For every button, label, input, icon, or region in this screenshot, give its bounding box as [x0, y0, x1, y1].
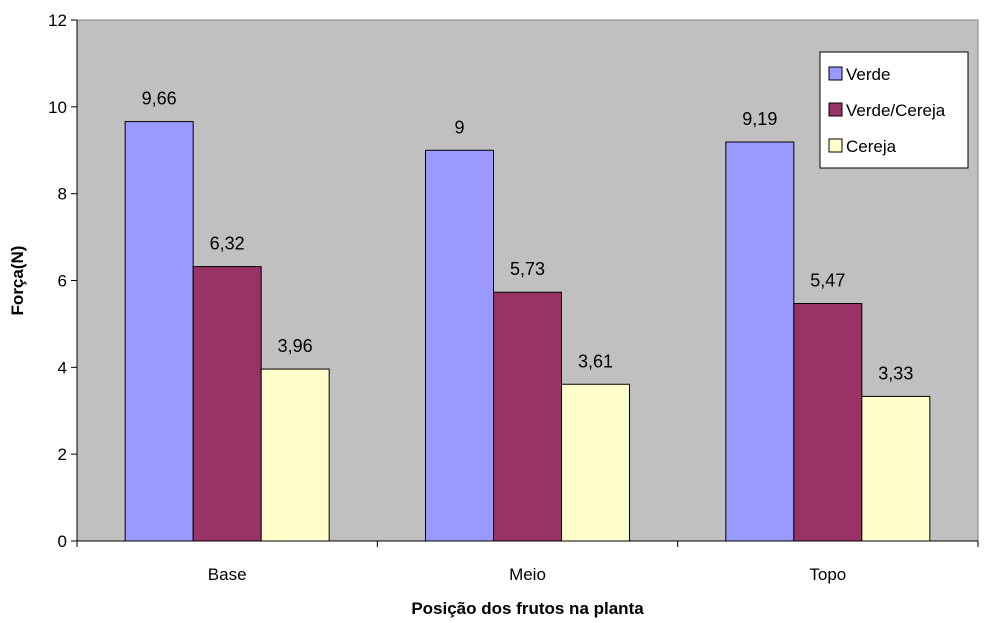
data-label-verde-topo: 9,19	[742, 109, 777, 129]
y-tick-label: 8	[58, 185, 67, 204]
x-tick-label-topo: Topo	[809, 565, 846, 584]
x-tick-label-meio: Meio	[509, 565, 546, 584]
legend-swatch-verde-cereja	[828, 102, 843, 117]
bar-verde-topo	[725, 141, 795, 542]
bar-verde-cereja-meio	[493, 291, 562, 542]
data-label-verde-cereja-meio: 5,73	[510, 259, 545, 279]
y-tick-label: 0	[58, 532, 67, 551]
y-tick-label: 4	[58, 358, 67, 377]
legend-label-cereja: Cereja	[846, 137, 897, 156]
bar-cereja-topo	[861, 395, 931, 542]
x-axis: Base Meio Topo	[76, 540, 979, 584]
bars	[124, 121, 931, 542]
bar-cereja-meio	[561, 383, 630, 542]
legend-swatch-verde	[828, 66, 843, 81]
bar-cereja-base	[260, 368, 330, 542]
y-tick-label: 10	[48, 98, 67, 117]
y-tick-label: 2	[58, 445, 67, 464]
y-tick-label: 12	[48, 11, 67, 30]
data-label-verde-cereja-topo: 5,47	[810, 271, 845, 291]
bar-verde-meio	[425, 149, 494, 542]
data-label-cereja-base: 3,96	[278, 336, 313, 356]
legend-label-verde: Verde	[846, 65, 890, 84]
data-labels: 9,66 6,32 3,96 9 5,73 3,61 9,19 5,47 3,33	[142, 89, 914, 384]
data-label-verde-meio: 9	[454, 117, 464, 137]
legend: Verde Verde/Cereja Cereja	[819, 51, 969, 169]
x-tick-label-base: Base	[208, 565, 247, 584]
x-axis-title: Posição dos frutos na planta	[411, 599, 644, 618]
y-axis-title: Força(N)	[8, 246, 27, 316]
bar-verde-base	[124, 121, 194, 542]
data-label-verde-base: 9,66	[142, 89, 177, 109]
legend-swatch-cereja	[828, 138, 843, 153]
y-axis: 0 2 4 6 8 10 12	[48, 11, 78, 551]
data-label-verde-cereja-base: 6,32	[210, 234, 245, 254]
data-label-cereja-topo: 3,33	[878, 363, 913, 383]
data-label-cereja-meio: 3,61	[578, 351, 613, 371]
legend-label-verde-cereja: Verde/Cereja	[846, 101, 946, 120]
bar-verde-cereja-topo	[793, 303, 863, 542]
bar-verde-cereja-base	[192, 266, 262, 542]
y-tick-label: 6	[58, 272, 67, 291]
legend-box	[819, 51, 969, 169]
